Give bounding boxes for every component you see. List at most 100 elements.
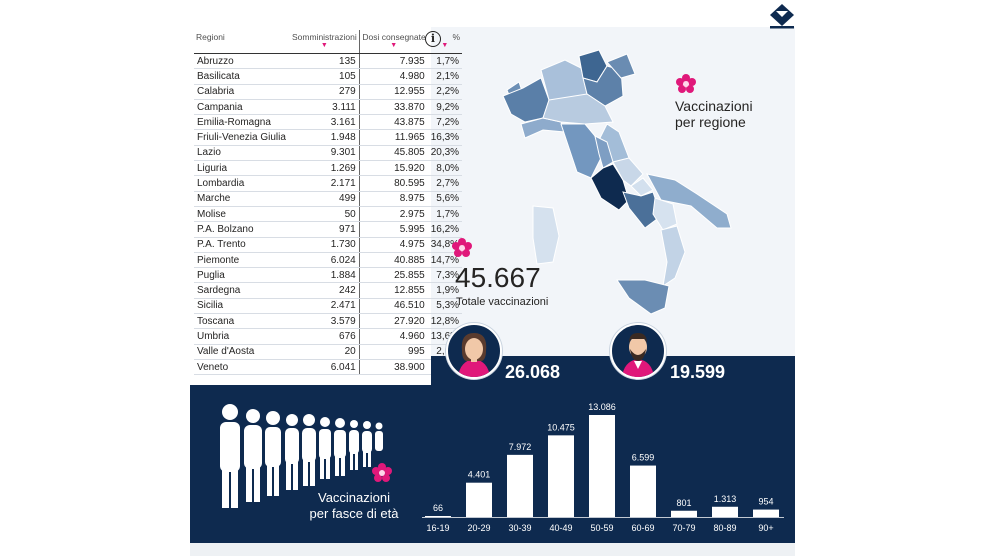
- region-abruzzo: [612, 157, 644, 187]
- male-avatar-icon: [610, 323, 666, 379]
- bar-30-39[interactable]: [507, 454, 533, 517]
- bar-40-49[interactable]: [548, 435, 574, 517]
- percent-cell: 9,2%: [427, 99, 463, 116]
- region-emilia-romagna: [542, 93, 614, 125]
- region-cell: Emilia-Romagna: [194, 114, 290, 131]
- header-administrations[interactable]: Somministrazioni ▼: [290, 30, 360, 54]
- region-molise: [630, 177, 654, 197]
- table-row[interactable]: P.A. Trento 1.730 4.975 34,8%: [194, 237, 463, 253]
- administrations-cell: 105: [290, 68, 360, 85]
- table-row[interactable]: Valle d'Aosta209952,0%: [194, 344, 463, 360]
- bar-70-79[interactable]: [671, 510, 697, 517]
- delivered-cell: 11.965: [359, 129, 428, 146]
- bar-90+[interactable]: [753, 509, 779, 517]
- crowd-icon: [220, 404, 383, 508]
- female-count: 26.068: [505, 362, 561, 382]
- administrations-cell: 1.948: [290, 129, 360, 146]
- table-row[interactable]: Lombardia 2.171 80.595 2,7%: [194, 175, 463, 192]
- table-row[interactable]: Friuli-Venezia Giulia 1.948 11.965 16,3%: [194, 129, 463, 146]
- administrations-cell: 20: [290, 344, 360, 360]
- region-cell: Calabria: [194, 84, 290, 100]
- region-cell: Abruzzo: [194, 53, 290, 70]
- region-cell: Puglia: [194, 267, 290, 284]
- delivered-cell: 46.510: [359, 298, 428, 315]
- percent-cell: 16,2%: [427, 221, 463, 238]
- bar-50-59[interactable]: [589, 415, 615, 517]
- info-icon[interactable]: i: [425, 31, 441, 47]
- table-row[interactable]: Campania 3.111 33.870 9,2%: [194, 99, 463, 116]
- header-delivered[interactable]: Dosi consegnate ▼: [359, 30, 428, 54]
- administrations-cell: 2.171: [290, 175, 360, 192]
- italy-region-map[interactable]: [495, 48, 735, 318]
- region-cell: Piemonte: [194, 252, 290, 269]
- region-cell: Friuli-Venezia Giulia: [194, 129, 290, 146]
- bar-value-label: 6.599: [632, 453, 655, 463]
- total-vaccinations-label: Totale vaccinazioni: [456, 296, 549, 308]
- total-vaccinations-value: 45.667: [455, 262, 541, 293]
- table-row[interactable]: Sardegna 242 12.855 1,9%: [194, 282, 463, 299]
- table-row[interactable]: Basilicata 105 4.980 2,1%: [194, 68, 463, 85]
- table-row[interactable]: Toscana 3.579 27.920 12,8%: [194, 313, 463, 330]
- bar-value-label: 954: [758, 497, 773, 507]
- bar-value-label: 66: [433, 503, 443, 513]
- header-region[interactable]: Regioni: [194, 30, 290, 54]
- table-row[interactable]: Abruzzo 135 7.935 1,7%: [194, 53, 463, 70]
- region-calabria: [660, 225, 686, 288]
- administrations-cell: 279: [290, 84, 360, 100]
- region-cell: P.A. Bolzano: [194, 221, 290, 238]
- footer-strip: [190, 543, 795, 556]
- administrations-cell: 3.161: [290, 114, 360, 131]
- regions-table: Regioni Somministrazioni ▼ Dosi consegnat…: [194, 30, 463, 376]
- percent-cell: 20,3%: [427, 145, 463, 162]
- delivered-cell: 33.870: [359, 99, 428, 116]
- category-tick-label: 30-39: [508, 523, 531, 533]
- percent-cell: 1,7%: [427, 206, 463, 223]
- administrations-cell: 3.579: [290, 313, 360, 330]
- age-bar-chart[interactable]: 66 16-19 4.401 20-29 7.972 30-39 10.475 40-49 13…: [420, 395, 790, 540]
- administrations-cell: 135: [290, 53, 360, 70]
- bar-80-89[interactable]: [712, 506, 738, 517]
- region-cell: Liguria: [194, 160, 290, 177]
- table-row[interactable]: Liguria 1.269 15.920 8,0%: [194, 160, 463, 177]
- table-row[interactable]: Puglia 1.884 25.855 7,3%: [194, 267, 463, 284]
- table-row[interactable]: Molise 50 2.975 1,7%: [194, 206, 463, 223]
- delivered-cell: 12.955: [359, 84, 428, 100]
- percent-cell: 1,7%: [427, 53, 463, 70]
- table-row[interactable]: P.A. Bolzano 971 5.995 16,2%: [194, 221, 463, 238]
- administrations-cell: 50: [290, 206, 360, 223]
- sort-arrow-icon[interactable]: ▼: [390, 42, 398, 49]
- table-row[interactable]: Lazio 9.301 45.805 20,3%: [194, 145, 463, 162]
- table-row[interactable]: Marche 499 8.975 5,6%: [194, 191, 463, 207]
- delivered-cell: 4.980: [359, 68, 428, 85]
- administrations-cell: 6.041: [290, 359, 360, 376]
- table-header-row: Regioni Somministrazioni ▼ Dosi consegnat…: [194, 30, 463, 54]
- delivered-cell: 7.935: [359, 53, 428, 70]
- region-cell: Lombardia: [194, 175, 290, 192]
- sort-arrow-icon[interactable]: ▼: [441, 42, 449, 49]
- sort-arrow-icon[interactable]: ▼: [320, 42, 328, 49]
- region-cell: Molise: [194, 206, 290, 223]
- percent-cell: 5,3%: [427, 298, 463, 315]
- delivered-cell: 8.975: [359, 191, 428, 207]
- administrations-cell: 3.111: [290, 99, 360, 116]
- table-row[interactable]: Calabria 279 12.955 2,2%: [194, 84, 463, 100]
- category-tick-label: 16-19: [426, 523, 449, 533]
- administrations-cell: 676: [290, 328, 360, 345]
- administrations-cell: 1.730: [290, 237, 360, 253]
- table-row[interactable]: Emilia-Romagna 3.161 43.875 7,2%: [194, 114, 463, 131]
- delivered-cell: 995: [359, 344, 428, 360]
- table-row[interactable]: Sicilia 2.471 46.510 5,3%: [194, 298, 463, 315]
- table-row[interactable]: Piemonte 6.024 40.885 14,7%: [194, 252, 463, 269]
- delivered-cell: 38.900: [359, 359, 428, 376]
- bar-60-69[interactable]: [630, 465, 656, 517]
- age-chart-title: Vaccinazioni per fasce di età: [309, 490, 399, 521]
- bar-value-label: 801: [676, 498, 691, 508]
- percent-cell: 2,7%: [427, 175, 463, 192]
- table-row[interactable]: Umbria 676 4.960 13,6%: [194, 328, 463, 345]
- administrations-cell: 1.269: [290, 160, 360, 177]
- bar-16-19[interactable]: [425, 516, 451, 517]
- region-basilicata: [652, 197, 678, 231]
- bar-20-29[interactable]: [466, 482, 492, 517]
- category-tick-label: 90+: [758, 523, 773, 533]
